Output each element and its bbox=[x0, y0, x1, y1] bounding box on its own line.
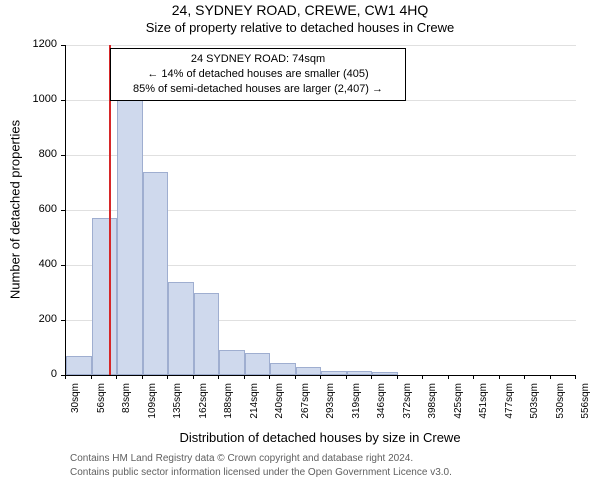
y-tick bbox=[61, 45, 65, 46]
x-tick-label: 346sqm bbox=[376, 383, 387, 431]
histogram-bar bbox=[168, 282, 194, 376]
y-tick-label: 800 bbox=[27, 148, 57, 160]
x-tick bbox=[244, 375, 245, 379]
x-tick bbox=[550, 375, 551, 379]
x-tick-label: 372sqm bbox=[402, 383, 413, 431]
histogram-bar bbox=[296, 367, 322, 375]
y-tick bbox=[61, 210, 65, 211]
x-tick-label: 556sqm bbox=[580, 383, 591, 431]
histogram-bar bbox=[194, 293, 220, 376]
x-tick-label: 83sqm bbox=[121, 383, 132, 431]
x-tick bbox=[167, 375, 168, 379]
info-line-2: ← 14% of detached houses are smaller (40… bbox=[119, 67, 397, 82]
histogram-bar bbox=[66, 356, 92, 375]
x-tick-label: 135sqm bbox=[172, 383, 183, 431]
x-tick bbox=[193, 375, 194, 379]
histogram-bar bbox=[92, 218, 118, 375]
title-main: 24, SYDNEY ROAD, CREWE, CW1 4HQ bbox=[0, 2, 600, 18]
x-tick bbox=[524, 375, 525, 379]
info-line-1: 24 SYDNEY ROAD: 74sqm bbox=[119, 52, 397, 67]
y-tick bbox=[61, 155, 65, 156]
x-tick bbox=[116, 375, 117, 379]
y-tick-label: 400 bbox=[27, 258, 57, 270]
y-tick-label: 600 bbox=[27, 203, 57, 215]
x-tick-label: 56sqm bbox=[96, 383, 107, 431]
x-tick-label: 214sqm bbox=[249, 383, 260, 431]
footnote-1: Contains HM Land Registry data © Crown c… bbox=[70, 453, 413, 464]
histogram-bar bbox=[143, 172, 169, 376]
x-tick bbox=[218, 375, 219, 379]
chart-container: 24, SYDNEY ROAD, CREWE, CW1 4HQ Size of … bbox=[0, 0, 600, 500]
x-tick-label: 293sqm bbox=[325, 383, 336, 431]
histogram-bar bbox=[372, 372, 398, 375]
y-tick-label: 0 bbox=[27, 368, 57, 380]
x-tick bbox=[473, 375, 474, 379]
x-tick-label: 398sqm bbox=[427, 383, 438, 431]
x-tick bbox=[499, 375, 500, 379]
x-tick-label: 109sqm bbox=[147, 383, 158, 431]
x-tick bbox=[422, 375, 423, 379]
x-tick bbox=[91, 375, 92, 379]
x-tick-label: 425sqm bbox=[453, 383, 464, 431]
x-tick-label: 530sqm bbox=[555, 383, 566, 431]
x-tick bbox=[269, 375, 270, 379]
y-tick bbox=[61, 100, 65, 101]
x-tick bbox=[142, 375, 143, 379]
x-tick-label: 162sqm bbox=[198, 383, 209, 431]
x-tick-label: 451sqm bbox=[478, 383, 489, 431]
x-tick bbox=[448, 375, 449, 379]
y-tick-label: 200 bbox=[27, 313, 57, 325]
y-axis-title: Number of detached properties bbox=[8, 110, 23, 310]
histogram-bar bbox=[219, 350, 245, 375]
x-tick-label: 319sqm bbox=[351, 383, 362, 431]
y-tick-label: 1200 bbox=[27, 38, 57, 50]
y-tick-label: 1000 bbox=[27, 93, 57, 105]
x-tick bbox=[371, 375, 372, 379]
histogram-bar bbox=[321, 371, 347, 375]
info-box: 24 SYDNEY ROAD: 74sqm ← 14% of detached … bbox=[110, 48, 406, 101]
x-tick bbox=[65, 375, 66, 379]
x-axis-title: Distribution of detached houses by size … bbox=[65, 430, 575, 445]
y-tick bbox=[61, 320, 65, 321]
x-tick-label: 477sqm bbox=[504, 383, 515, 431]
x-tick bbox=[575, 375, 576, 379]
y-tick bbox=[61, 265, 65, 266]
x-tick bbox=[397, 375, 398, 379]
x-tick-label: 188sqm bbox=[223, 383, 234, 431]
x-tick bbox=[320, 375, 321, 379]
title-sub: Size of property relative to detached ho… bbox=[0, 20, 600, 35]
gridline bbox=[66, 155, 576, 156]
histogram-bar bbox=[270, 363, 296, 375]
x-tick-label: 30sqm bbox=[70, 383, 81, 431]
histogram-bar bbox=[245, 353, 271, 375]
x-tick-label: 267sqm bbox=[300, 383, 311, 431]
footnote-2: Contains public sector information licen… bbox=[70, 467, 452, 478]
x-tick bbox=[295, 375, 296, 379]
histogram-bar bbox=[117, 100, 143, 375]
x-tick-label: 240sqm bbox=[274, 383, 285, 431]
histogram-bar bbox=[347, 371, 373, 375]
x-tick-label: 503sqm bbox=[529, 383, 540, 431]
info-line-3: 85% of semi-detached houses are larger (… bbox=[119, 82, 397, 97]
gridline bbox=[66, 45, 576, 46]
x-tick bbox=[346, 375, 347, 379]
